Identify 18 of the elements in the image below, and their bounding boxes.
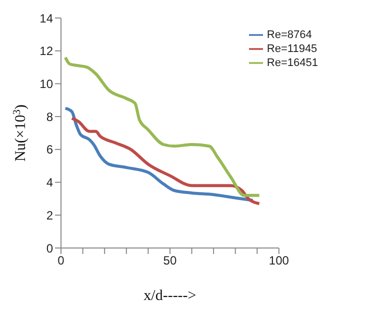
line-series <box>64 56 261 197</box>
legend-label: Re=8764 <box>266 28 312 41</box>
x-tick-label: 100 <box>268 254 290 268</box>
y-tick-label: 4 <box>46 176 54 190</box>
x-axis-title: x/d-----> <box>144 288 196 304</box>
legend-label: Re=16451 <box>266 56 318 69</box>
y-tick-label: 0 <box>46 241 54 256</box>
x-tick-label: 50 <box>163 254 177 268</box>
x-tick-label: 0 <box>58 254 65 268</box>
y-tick-label: 12 <box>40 44 54 58</box>
legend-label: Re=11945 <box>266 42 318 55</box>
y-tick-label: 10 <box>40 76 54 91</box>
y-tick-label: 2 <box>46 208 54 222</box>
line-series <box>70 116 261 206</box>
y-tick-label: 8 <box>46 110 54 124</box>
line-series <box>64 106 254 202</box>
y-tick-label: 6 <box>46 142 54 157</box>
y-tick-label: 14 <box>40 11 54 26</box>
